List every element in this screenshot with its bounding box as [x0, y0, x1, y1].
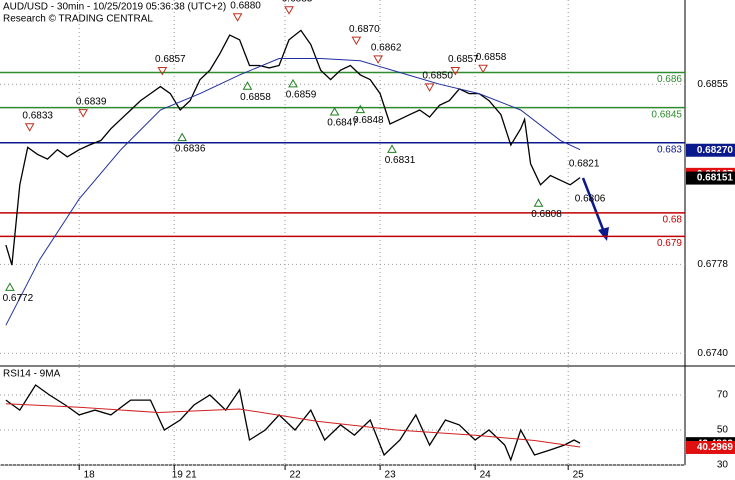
y-tick-label: 50 — [717, 425, 729, 436]
price-tag — [686, 143, 735, 157]
y-tick-label: 70 — [717, 390, 729, 401]
line-series — [5, 384, 581, 462]
annotation-label: 0.6821 — [569, 158, 600, 169]
annotation-label: 0.6857 — [448, 54, 479, 65]
annotation-label: 0.6850 — [422, 71, 453, 82]
annotation-label: 0.6857 — [155, 54, 186, 65]
peak-marker — [78, 109, 89, 118]
level-label: 0.686 — [657, 74, 682, 85]
trough-marker — [387, 144, 397, 153]
trend-arrow — [581, 177, 609, 241]
annotation-label: 0.6858 — [240, 92, 271, 103]
peak-marker — [450, 67, 461, 76]
trough-marker — [533, 198, 544, 207]
annotation-label: 0.6862 — [371, 42, 402, 53]
level-label: 0.6845 — [651, 109, 682, 120]
trough-marker — [329, 106, 340, 116]
peak-marker — [351, 36, 362, 46]
x-tick-label: 19 21 — [172, 470, 197, 480]
annotation-label: 0.6883 — [282, 0, 313, 4]
trough-marker — [288, 78, 298, 88]
line-series — [5, 29, 581, 266]
line-series — [5, 58, 581, 326]
price-tag — [686, 171, 735, 185]
annotation-label: 0.6880 — [230, 0, 261, 11]
peak-marker — [478, 64, 488, 74]
y-tick-label: 0.6855 — [697, 79, 728, 90]
x-tick-label: 25 — [573, 470, 585, 480]
annotation-label: 0.6859 — [286, 90, 317, 101]
chart-subtitle: Research © TRADING CENTRAL — [3, 14, 153, 25]
annotation-label: 0.6848 — [353, 115, 384, 126]
y-tick-label: 30 — [717, 460, 729, 471]
level-label: 0.679 — [657, 238, 682, 249]
annotation-label: 0.6806 — [575, 194, 606, 205]
panel-title: RSI14 - 9MA — [3, 369, 61, 380]
peak-marker — [157, 67, 168, 76]
trough-marker — [5, 282, 15, 291]
peak-marker — [24, 123, 35, 132]
y-tick-label: 0.6740 — [697, 348, 728, 359]
x-tick-label: 23 — [385, 470, 397, 480]
annotation-label: 0.6836 — [175, 143, 206, 154]
price-tag-label: 0.68151 — [697, 173, 734, 184]
x-tick-label: 24 — [480, 470, 492, 480]
level-label: 0.68 — [663, 215, 683, 226]
x-tick-label: 22 — [290, 470, 302, 480]
annotation-label: 0.6833 — [22, 110, 53, 121]
annotation-label: 0.6839 — [76, 96, 107, 107]
trough-marker — [355, 104, 366, 114]
peak-marker — [232, 13, 243, 22]
annotation-label: 0.6772 — [3, 293, 34, 304]
annotation-label: 0.6870 — [349, 24, 380, 35]
annotation-label: 0.6858 — [476, 52, 507, 63]
x-tick-label: 18 — [84, 470, 96, 480]
line-series — [5, 403, 581, 448]
trough-marker — [177, 132, 188, 142]
peak-marker — [373, 55, 383, 64]
annotation-label: 0.6808 — [531, 209, 562, 220]
price-tag — [686, 440, 735, 454]
peak-marker — [284, 6, 294, 15]
annotation-label: 0.6831 — [385, 155, 416, 166]
y-tick-label: 0.6778 — [697, 259, 728, 270]
annotation-label: 0.6847 — [327, 118, 358, 129]
peak-marker — [424, 83, 435, 92]
level-label: 0.683 — [657, 144, 682, 155]
trough-marker — [242, 81, 253, 90]
price-tag-label: 40.2969 — [697, 442, 734, 453]
chart-title: AUD/USD - 30min - 10/25/2019 05:36:38 (U… — [3, 2, 226, 13]
price-tag-label: 0.68270 — [697, 145, 734, 156]
